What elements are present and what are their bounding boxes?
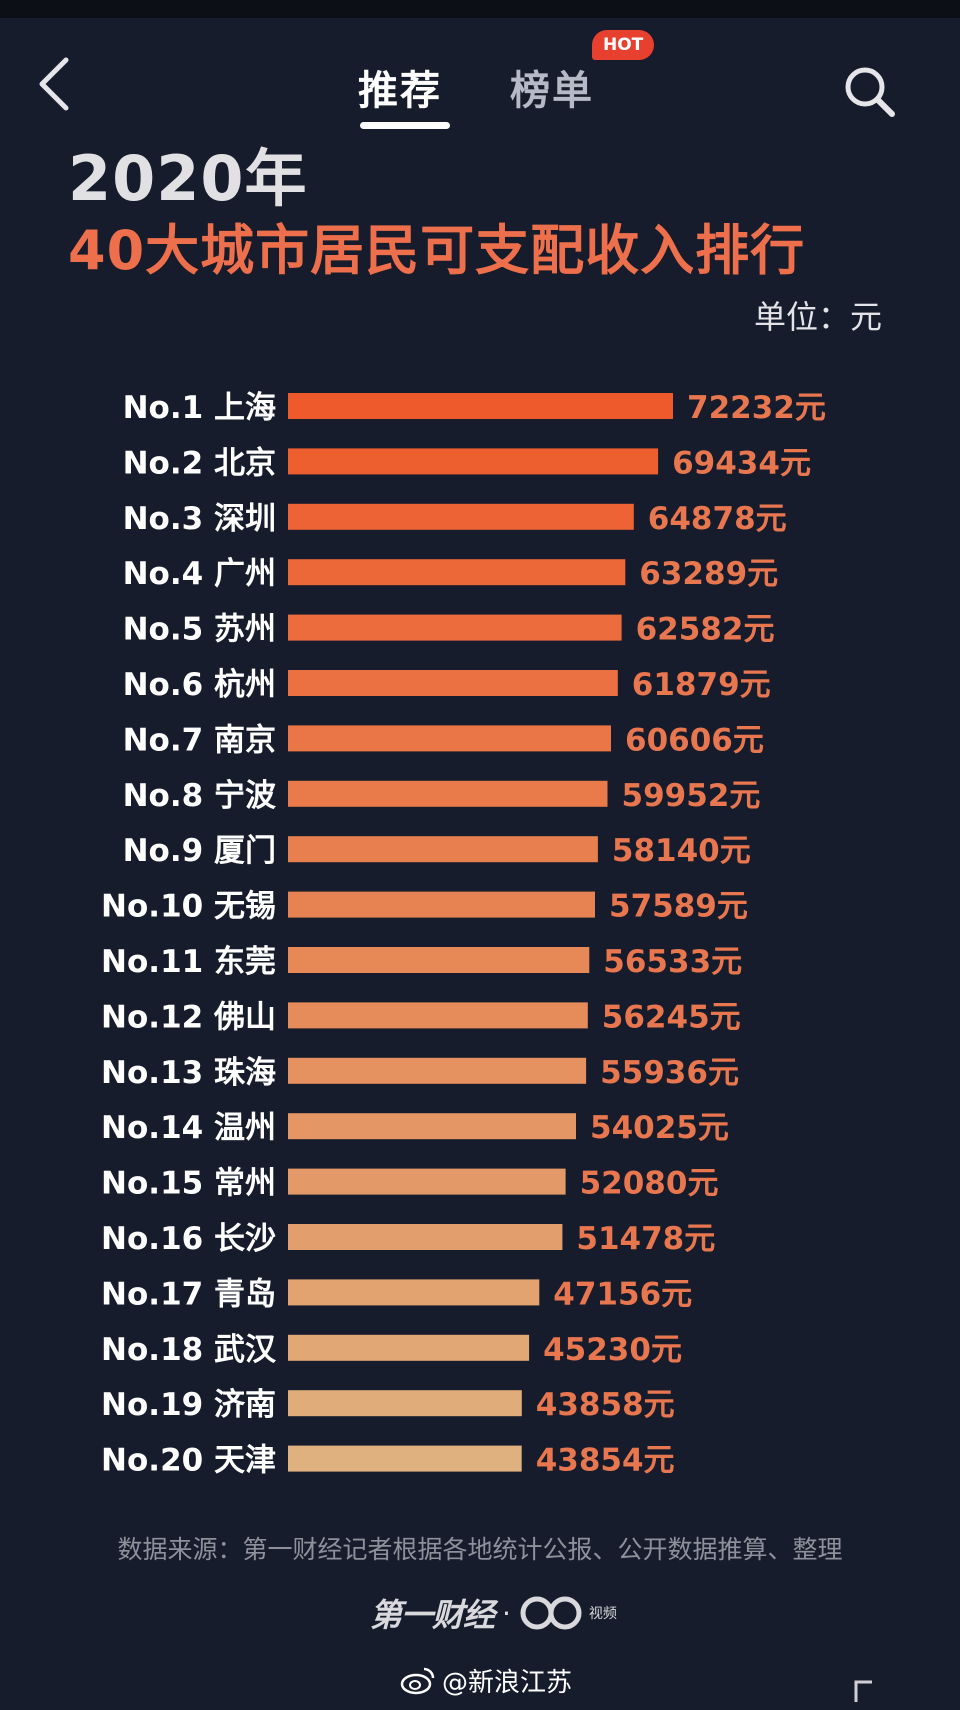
bar-value-label: 61879元	[632, 667, 771, 703]
search-icon	[845, 67, 895, 117]
bar-value-label: 43858元	[536, 1387, 675, 1423]
watermark: @新浪江苏	[400, 1660, 572, 1700]
income-bar	[288, 559, 626, 586]
income-bar	[288, 503, 634, 530]
search-button[interactable]	[840, 62, 900, 122]
logo-separator: ·	[502, 1596, 511, 1630]
bar-category-label: No.17 青岛	[101, 1276, 276, 1312]
bar-value-label: 63289元	[639, 556, 778, 592]
income-bar	[288, 1002, 588, 1029]
income-bar	[288, 1057, 587, 1084]
chevron-left-icon	[39, 57, 69, 111]
unit-label: 单位：元	[753, 298, 882, 336]
publisher-logo: 第一财经 · 视频	[370, 1588, 617, 1638]
bar-value-label: 47156元	[553, 1276, 692, 1312]
tab-active-indicator	[360, 122, 450, 129]
cbn-logo: 第一财经	[370, 1596, 495, 1634]
bar-category-label: No.20 天津	[101, 1443, 276, 1479]
income-bar	[288, 1224, 563, 1250]
bar-value-label: 69434元	[672, 445, 811, 481]
bar-category-label: No.2 北京	[123, 445, 276, 481]
income-bar	[288, 1113, 576, 1140]
income-bar	[288, 448, 659, 475]
bar-category-label: No.3 深圳	[123, 501, 276, 537]
bar-category-label: No.9 厦门	[123, 833, 276, 869]
bar-value-label: 72232元	[687, 390, 826, 426]
status-strip	[0, 0, 960, 18]
data-source-note: 数据来源：第一财经记者根据各地统计公报、公开数据推算、整理	[117, 1535, 843, 1564]
bar-value-label: 55936元	[600, 1055, 739, 1091]
bar-category-label: No.13 珠海	[101, 1055, 276, 1091]
bar-value-label: 52080元	[580, 1166, 719, 1202]
bar-value-label: 51478元	[576, 1221, 715, 1257]
income-bar	[288, 1168, 566, 1195]
video-logo-text: 视频	[588, 1606, 617, 1622]
bar-category-label: No.16 长沙	[101, 1221, 276, 1257]
bar-value-label: 57589元	[609, 889, 748, 925]
bar-category-label: No.8 宁波	[123, 778, 276, 814]
bar-value-label: 59952元	[622, 778, 761, 814]
watermark-text: @新浪江苏	[442, 1667, 573, 1698]
income-bar	[288, 891, 595, 918]
bar-category-label: No.19 济南	[101, 1387, 276, 1423]
bar-category-label: No.4 广州	[123, 556, 276, 592]
bar-value-label: 43854元	[536, 1443, 675, 1479]
bar-category-label: No.6 杭州	[123, 667, 276, 703]
bar-category-label: No.18 武汉	[101, 1332, 277, 1368]
income-bar-chart: No.1 上海 72232元 No.2 北京 69434元 No.3 深圳 64878元 N…	[101, 390, 826, 1479]
income-bar	[288, 1334, 530, 1361]
expand-icon[interactable]	[850, 1672, 886, 1706]
bar-category-label: No.15 常州	[101, 1166, 276, 1202]
income-bar	[288, 614, 622, 641]
hot-badge: HOT	[592, 30, 655, 60]
video-logo-icon	[520, 1596, 582, 1630]
income-bar	[288, 1445, 522, 1472]
bar-value-label: 45230元	[543, 1332, 682, 1368]
bar-category-label: No.1 上海	[123, 390, 276, 426]
bar-value-label: 54025元	[590, 1110, 729, 1146]
bar-category-label: No.7 南京	[123, 722, 276, 758]
tab-ranking[interactable]: 榜单	[510, 68, 594, 114]
bar-value-label: 56533元	[603, 944, 742, 980]
bar-value-label: 62582元	[636, 612, 775, 648]
tab-recommend[interactable]: 推荐	[358, 68, 442, 114]
bar-category-label: No.5 苏州	[123, 612, 276, 648]
chart-title: 40大城市居民可支配收入排行	[68, 219, 806, 282]
income-bar	[288, 1390, 522, 1417]
income-bar	[288, 725, 611, 752]
bar-value-label: 60606元	[625, 722, 764, 758]
back-button[interactable]	[34, 54, 74, 114]
income-bar	[288, 1279, 540, 1306]
top-nav: 推荐 榜单 HOT	[0, 18, 960, 138]
income-bar	[288, 393, 673, 419]
income-bar	[288, 780, 608, 807]
year-title: 2020年	[68, 142, 308, 215]
bar-category-label: No.14 温州	[101, 1110, 276, 1146]
bar-value-label: 56245元	[602, 999, 741, 1035]
bar-value-label: 64878元	[648, 501, 787, 537]
income-bar	[288, 670, 618, 696]
income-bar	[288, 836, 598, 863]
weibo-icon	[400, 1667, 435, 1695]
bar-category-label: No.10 无锡	[101, 889, 276, 925]
bar-value-label: 58140元	[612, 833, 751, 869]
income-bar	[288, 947, 590, 973]
bar-category-label: No.11 东莞	[101, 944, 276, 980]
bar-category-label: No.12 佛山	[101, 999, 276, 1035]
video-logo: 视频	[519, 1593, 617, 1633]
